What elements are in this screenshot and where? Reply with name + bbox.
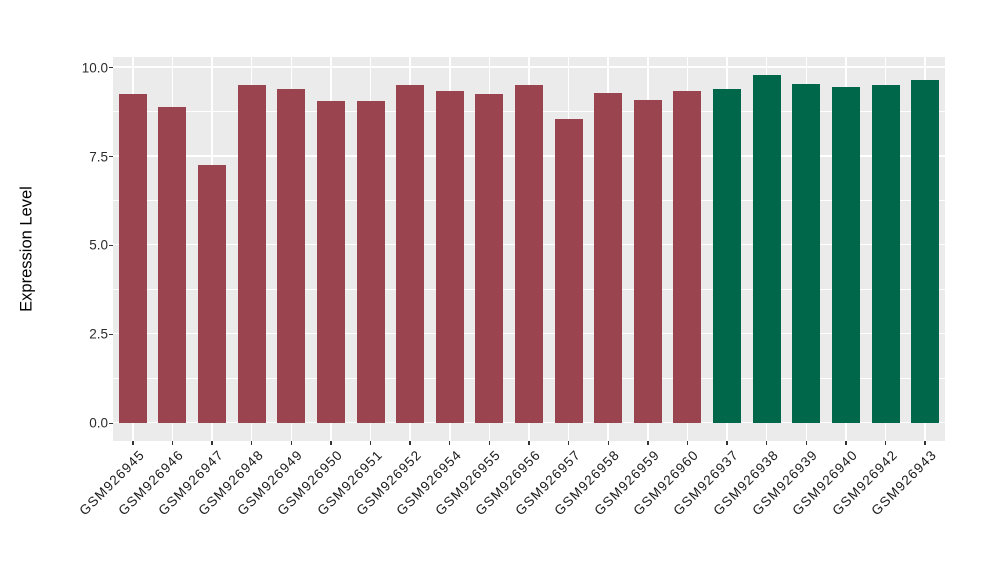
bar: [396, 85, 425, 424]
bar: [198, 165, 227, 424]
y-tick-mark: [109, 66, 113, 69]
bar: [633, 99, 662, 424]
x-tick-mark: [369, 441, 372, 445]
x-tick-mark: [488, 441, 491, 445]
x-tick-mark: [567, 441, 570, 445]
x-tick-mark: [884, 441, 887, 445]
y-tick-label: 0.0: [89, 415, 108, 431]
x-tick-mark: [290, 441, 292, 445]
bar: [515, 85, 543, 424]
y-tick-mark: [109, 422, 113, 424]
x-tick-mark: [330, 441, 332, 445]
bar: [475, 94, 504, 424]
y-tick-label: 7.5: [89, 149, 108, 164]
bar: [673, 90, 702, 424]
bar: [594, 92, 623, 424]
y-tick-label: 5.0: [89, 237, 108, 253]
bar: [792, 83, 821, 424]
x-tick-mark: [132, 441, 134, 445]
y-axis-title: Expression Level: [17, 186, 36, 312]
bar: [277, 88, 306, 424]
x-tick-mark: [211, 441, 213, 445]
y-tick-mark: [109, 244, 113, 247]
x-tick-mark: [647, 441, 649, 445]
y-tick-label: 2.5: [89, 326, 108, 342]
x-tick-mark: [171, 441, 174, 445]
x-tick-mark: [250, 441, 253, 445]
bar: [158, 106, 187, 424]
bar: [871, 85, 900, 424]
bar: [831, 87, 860, 424]
y-tick-mark: [109, 333, 113, 335]
bar: [713, 88, 742, 424]
x-tick-mark: [686, 441, 689, 445]
bar: [237, 85, 266, 424]
bar: [356, 101, 385, 424]
plot-panel: [113, 57, 945, 441]
x-tick-mark: [449, 441, 451, 445]
bar: [554, 119, 583, 424]
y-tick-mark: [109, 155, 113, 158]
x-tick-mark: [845, 441, 847, 445]
bar: [911, 80, 940, 424]
x-tick-mark: [766, 441, 768, 445]
bar: [752, 74, 781, 424]
x-tick-mark: [726, 441, 728, 445]
x-tick-mark: [409, 441, 411, 445]
bar: [118, 94, 147, 424]
x-tick-mark: [924, 441, 926, 445]
x-tick-mark: [805, 441, 808, 445]
bar: [435, 90, 464, 424]
bar: [316, 101, 345, 424]
x-tick-mark: [528, 441, 530, 445]
y-tick-label: 10.0: [81, 60, 108, 76]
x-tick-mark: [607, 441, 609, 445]
